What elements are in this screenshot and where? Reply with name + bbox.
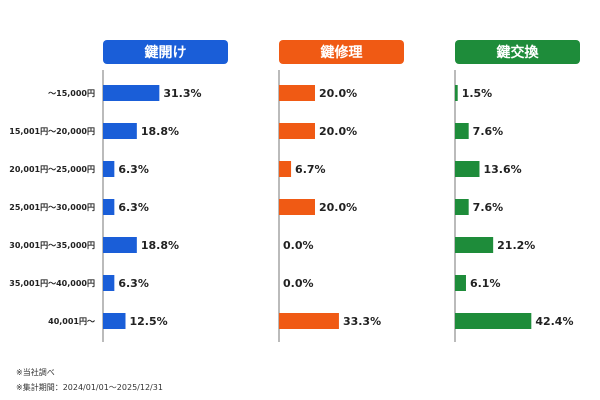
value-label: 20.0% [319, 125, 357, 138]
category-label: 20,001円～25,000円 [9, 165, 95, 174]
bar [455, 237, 494, 253]
bar [455, 313, 532, 329]
bar [279, 123, 315, 139]
bar [103, 313, 126, 329]
panel-2: 鍵修理 20.0% 20.0% 6.7% 20.0% 0.0% 0.0% 33.3% [278, 40, 404, 342]
value-label: 0.0% [283, 277, 314, 290]
bar [455, 85, 458, 101]
bar [103, 199, 115, 215]
category-label: 25,001円～30,000円 [9, 203, 95, 212]
value-label: 13.6% [483, 163, 521, 176]
value-label: 7.6% [473, 201, 504, 214]
bar [103, 85, 160, 101]
panel-header [279, 40, 404, 64]
bar [103, 237, 137, 253]
bar [103, 275, 115, 291]
panel-1: 鍵開け 31.3% 18.8% 6.3% 6.3% 18.8% 6.3% 12.5% [102, 40, 228, 342]
value-label: 1.5% [462, 87, 493, 100]
panel-header [455, 40, 580, 64]
value-label: 6.3% [118, 201, 149, 214]
value-label: 20.0% [319, 87, 357, 100]
category-label: 40,001円～ [48, 317, 95, 326]
value-label: 6.7% [295, 163, 326, 176]
bar [279, 161, 292, 177]
value-label: 42.4% [535, 315, 573, 328]
note-period: ※集計期間：2024/01/01～2025/12/31 [16, 383, 163, 392]
value-label: 6.3% [118, 277, 149, 290]
value-label: 20.0% [319, 201, 357, 214]
bar [279, 199, 315, 215]
bar [455, 161, 480, 177]
value-label: 18.8% [141, 125, 179, 138]
value-label: 6.3% [118, 163, 149, 176]
value-label: 7.6% [473, 125, 504, 138]
bar [455, 123, 469, 139]
bar [455, 275, 466, 291]
bar [455, 199, 469, 215]
panel-3: 鍵交換 1.5% 7.6% 13.6% 7.6% 21.2% 6.1% 42.4% [454, 40, 580, 342]
value-label: 31.3% [163, 87, 201, 100]
bar [279, 313, 339, 329]
panel-title: 鍵交換 [497, 44, 540, 61]
bar [103, 161, 115, 177]
panel-header [103, 40, 228, 64]
value-label: 12.5% [130, 315, 168, 328]
category-label: 35,001円～40,000円 [9, 279, 95, 288]
value-label: 6.1% [470, 277, 501, 290]
value-label: 0.0% [283, 239, 314, 252]
bar [103, 123, 137, 139]
category-label: 30,001円～35,000円 [9, 241, 95, 250]
value-label: 33.3% [343, 315, 381, 328]
panel-title: 鍵修理 [321, 44, 363, 61]
category-label: ～15,000円 [48, 89, 95, 98]
panel-title: 鍵開け [145, 44, 187, 61]
bar [279, 85, 315, 101]
value-label: 18.8% [141, 239, 179, 252]
value-label: 21.2% [497, 239, 535, 252]
category-label: 15,001円～20,000円 [9, 127, 95, 136]
note-source: ※当社調べ [16, 368, 55, 377]
